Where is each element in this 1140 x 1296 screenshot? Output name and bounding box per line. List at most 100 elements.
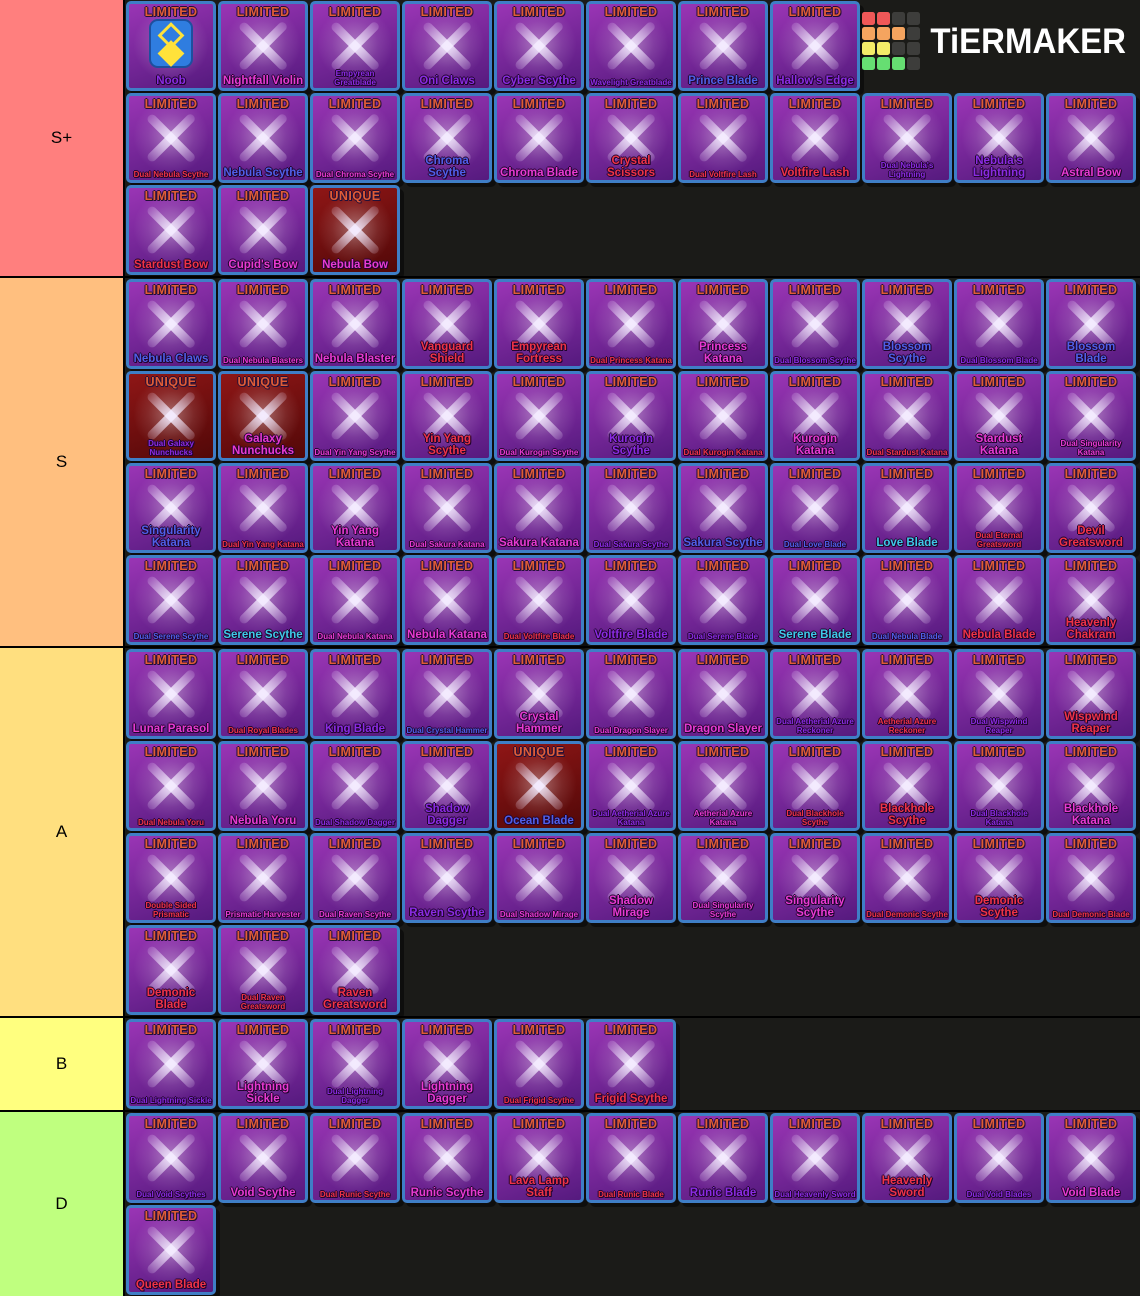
item-card[interactable]: LIMITED Dual Runic Scythe xyxy=(310,1113,400,1203)
item-card[interactable]: LIMITED Cyber Scythe xyxy=(494,1,584,91)
item-card[interactable]: LIMITED Dual Shadow Mirage xyxy=(494,833,584,923)
item-card[interactable]: LIMITED Singularity Scythe xyxy=(770,833,860,923)
item-card[interactable]: LIMITED Dual Blackhole Katana xyxy=(954,741,1044,831)
item-card[interactable]: LIMITED Dual Serene Scythe xyxy=(126,555,216,645)
item-card[interactable]: LIMITED Void Blade xyxy=(1046,1113,1136,1203)
item-card[interactable]: LIMITED Dual Lightning Dagger xyxy=(310,1019,400,1109)
item-card[interactable]: LIMITED Lava Lamp Staff xyxy=(494,1113,584,1203)
item-card[interactable]: LIMITED Dual Aetherial Azure Reckoner xyxy=(770,649,860,739)
item-card[interactable]: LIMITED Dual Singularity Katana xyxy=(1046,371,1136,461)
item-card[interactable]: LIMITED Stardust Katana xyxy=(954,371,1044,461)
item-card[interactable]: LIMITED Dual Royal Blades xyxy=(218,649,308,739)
item-card[interactable]: LIMITED Runic Blade xyxy=(678,1113,768,1203)
item-card[interactable]: LIMITED Nightfall Violin xyxy=(218,1,308,91)
item-card[interactable]: LIMITED Dual Nebula Yoru xyxy=(126,741,216,831)
item-card[interactable]: LIMITED Devil Greatsword xyxy=(1046,463,1136,553)
item-card[interactable]: LIMITED Dual Nebula Katana xyxy=(310,555,400,645)
item-card[interactable]: LIMITED Dual Sakura Katana xyxy=(402,463,492,553)
item-card[interactable]: LIMITED Shadow Mirage xyxy=(586,833,676,923)
item-card[interactable]: LIMITED Prince Blade xyxy=(678,1,768,91)
item-card[interactable]: LIMITED Blackhole Katana xyxy=(1046,741,1136,831)
item-card[interactable]: LIMITED Nebula's Lightning xyxy=(954,93,1044,183)
item-card[interactable]: LIMITED Dual Void Blades xyxy=(954,1113,1044,1203)
item-card[interactable]: LIMITED Oni Claws xyxy=(402,1,492,91)
item-card[interactable]: LIMITED Dual Lightning Sickle xyxy=(126,1019,216,1109)
item-card[interactable]: LIMITED Dual Princess Katana xyxy=(586,279,676,369)
item-card[interactable]: LIMITED Dual Void Scythes xyxy=(126,1113,216,1203)
item-card[interactable]: LIMITED Serene Blade xyxy=(770,555,860,645)
item-card[interactable]: LIMITED Lunar Parasol xyxy=(126,649,216,739)
item-card[interactable]: LIMITED Heavenly Chakram xyxy=(1046,555,1136,645)
item-card[interactable]: LIMITED Empyrean Greatblade xyxy=(310,1,400,91)
item-card[interactable]: LIMITED Raven Greatsword xyxy=(310,925,400,1015)
item-card[interactable]: LIMITED Dual Eternal Greatsword xyxy=(954,463,1044,553)
item-card[interactable]: LIMITED Empyrean Fortress xyxy=(494,279,584,369)
item-card[interactable]: LIMITED Sakura Katana xyxy=(494,463,584,553)
item-card[interactable]: LIMITED Dragon Slayer xyxy=(678,649,768,739)
item-card[interactable]: LIMITED Aetherial Azure Katana xyxy=(678,741,768,831)
item-card[interactable]: LIMITED Crystal Hammer xyxy=(494,649,584,739)
item-card[interactable]: LIMITED Dual Nebula Blasters xyxy=(218,279,308,369)
item-card[interactable]: LIMITED Demonic Blade xyxy=(126,925,216,1015)
item-card[interactable]: LIMITED Heavenly Sword xyxy=(862,1113,952,1203)
item-card[interactable]: LIMITED Wavelight Greatblade xyxy=(586,1,676,91)
item-card[interactable]: LIMITED Dual Nebula Scythe xyxy=(126,93,216,183)
item-card[interactable]: LIMITED Dual Runic Blade xyxy=(586,1113,676,1203)
item-card[interactable]: UNIQUE Ocean Blade xyxy=(494,741,584,831)
item-card[interactable]: LIMITED Cupid's Bow xyxy=(218,185,308,275)
item-card[interactable]: LIMITED Raven Scythe xyxy=(402,833,492,923)
item-card[interactable]: LIMITED Love Blade xyxy=(862,463,952,553)
item-card[interactable]: LIMITED Dual Blossom Blade xyxy=(954,279,1044,369)
item-card[interactable]: LIMITED Dual Raven Greatsword xyxy=(218,925,308,1015)
item-card[interactable]: LIMITED Voltfire Blade xyxy=(586,555,676,645)
item-card[interactable]: LIMITED Nebula Claws xyxy=(126,279,216,369)
item-card[interactable]: LIMITED Yin Yang Katana xyxy=(310,463,400,553)
item-card[interactable]: LIMITED Vanguard Shield xyxy=(402,279,492,369)
item-card[interactable]: LIMITED Noob xyxy=(126,1,216,91)
item-card[interactable]: LIMITED Dual Voltfire Blade xyxy=(494,555,584,645)
item-card[interactable]: LIMITED Stardust Bow xyxy=(126,185,216,275)
item-card[interactable]: LIMITED Dual Nebula's Lightning xyxy=(862,93,952,183)
item-card[interactable]: LIMITED Chroma Scythe xyxy=(402,93,492,183)
item-card[interactable]: LIMITED Dual Kurogin Katana xyxy=(678,371,768,461)
item-card[interactable]: LIMITED Dual Demonic Blade xyxy=(1046,833,1136,923)
item-card[interactable]: LIMITED Yin Yang Scythe xyxy=(402,371,492,461)
item-card[interactable]: LIMITED Chroma Blade xyxy=(494,93,584,183)
item-card[interactable]: LIMITED Hallow's Edge xyxy=(770,1,860,91)
item-card[interactable]: LIMITED Nebula Blade xyxy=(954,555,1044,645)
item-card[interactable]: LIMITED Dual Wispwind Reaper xyxy=(954,649,1044,739)
item-card[interactable]: LIMITED Wispwind Reaper xyxy=(1046,649,1136,739)
item-card[interactable]: UNIQUE Dual Galaxy Nunchucks xyxy=(126,371,216,461)
item-card[interactable]: LIMITED Dual Aetherial Azure Katana xyxy=(586,741,676,831)
item-card[interactable]: LIMITED Blackhole Scythe xyxy=(862,741,952,831)
item-card[interactable]: LIMITED Dual Dragon Slayer xyxy=(586,649,676,739)
item-card[interactable]: LIMITED Dual Stardust Katana xyxy=(862,371,952,461)
item-card[interactable]: LIMITED King Blade xyxy=(310,649,400,739)
item-card[interactable]: LIMITED Dual Yin Yang Katana xyxy=(218,463,308,553)
item-card[interactable]: LIMITED Princess Katana xyxy=(678,279,768,369)
item-card[interactable]: LIMITED Serene Scythe xyxy=(218,555,308,645)
item-card[interactable]: LIMITED Dual Heavenly Sword xyxy=(770,1113,860,1203)
item-card[interactable]: LIMITED Dual Chroma Scythe xyxy=(310,93,400,183)
item-card[interactable]: LIMITED Crystal Scissors xyxy=(586,93,676,183)
item-card[interactable]: LIMITED Nebula Katana xyxy=(402,555,492,645)
item-card[interactable]: LIMITED Dual Nebula Blade xyxy=(862,555,952,645)
item-card[interactable]: LIMITED Dual Raven Scythe xyxy=(310,833,400,923)
item-card[interactable]: LIMITED Nebula Scythe xyxy=(218,93,308,183)
item-card[interactable]: LIMITED Singularity Katana xyxy=(126,463,216,553)
item-card[interactable]: LIMITED Dual Sakura Scythe xyxy=(586,463,676,553)
item-card[interactable]: LIMITED Dual Blackhole Scythe xyxy=(770,741,860,831)
item-card[interactable]: LIMITED Dual Kurogin Scythe xyxy=(494,371,584,461)
item-card[interactable]: LIMITED Voltfire Lash xyxy=(770,93,860,183)
item-card[interactable]: LIMITED Frigid Scythe xyxy=(586,1019,676,1109)
item-card[interactable]: LIMITED Dual Voltfire Lash xyxy=(678,93,768,183)
item-card[interactable]: LIMITED Dual Singularity Scythe xyxy=(678,833,768,923)
item-card[interactable]: LIMITED Blossom Scythe xyxy=(862,279,952,369)
item-card[interactable]: LIMITED Astral Bow xyxy=(1046,93,1136,183)
item-card[interactable]: LIMITED Queen Blade xyxy=(126,1205,216,1295)
item-card[interactable]: LIMITED Shadow Dagger xyxy=(402,741,492,831)
item-card[interactable]: LIMITED Void Scythe xyxy=(218,1113,308,1203)
item-card[interactable]: LIMITED Dual Blossom Scythe xyxy=(770,279,860,369)
item-card[interactable]: LIMITED Nebula Yoru xyxy=(218,741,308,831)
item-card[interactable]: LIMITED Dual Love Blade xyxy=(770,463,860,553)
